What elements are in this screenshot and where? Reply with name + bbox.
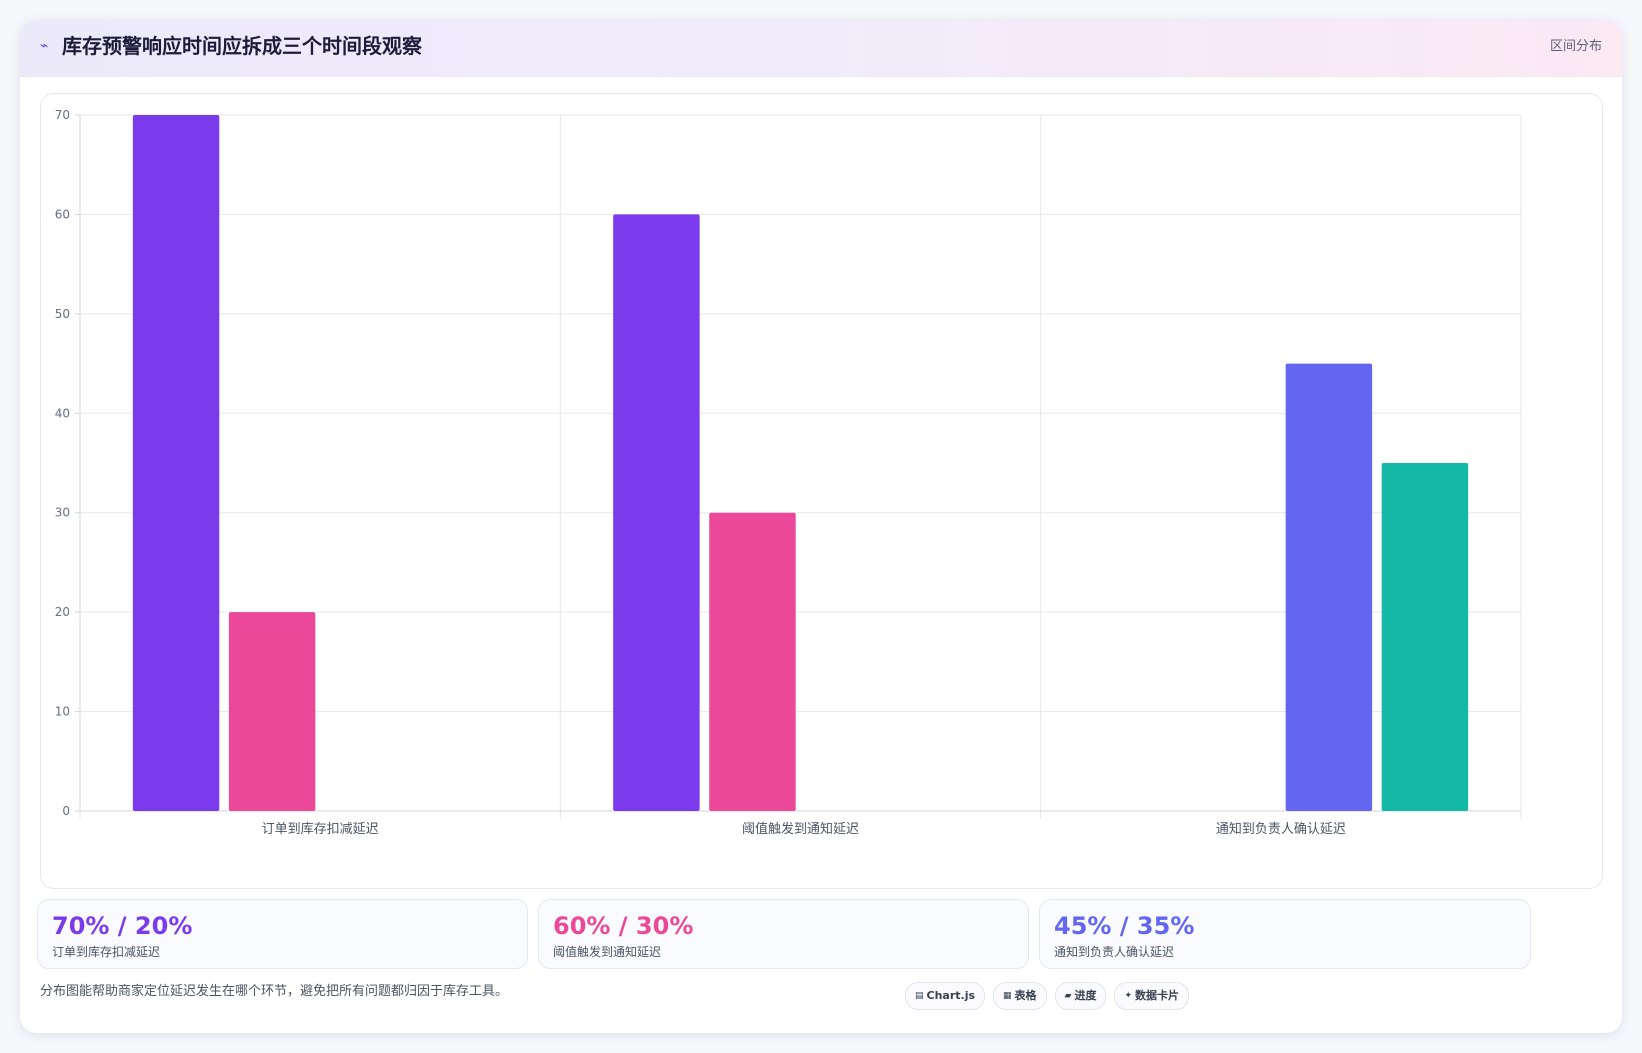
y-tick-label: 50: [55, 307, 70, 321]
footnote: 分布图能帮助商家定位延迟发生在哪个环节，避免把所有问题都归因于库存工具。: [40, 984, 509, 999]
stat-card-2: 45% / 35% 通知到负责人确认延迟: [1039, 899, 1531, 969]
stat-card-1: 60% / 30% 阈值触发到通知延迟: [538, 899, 1029, 969]
stat-card-0: 70% / 20% 订单到库存扣减延迟: [37, 899, 528, 969]
bar[interactable]: [1285, 363, 1373, 811]
chip-label: Chart.js: [926, 989, 976, 1002]
bar[interactable]: [613, 214, 700, 811]
chip-label: 数据卡片: [1135, 989, 1180, 1002]
bar[interactable]: [132, 115, 220, 811]
y-tick-label: 10: [55, 705, 70, 719]
y-tick-label: 20: [55, 605, 70, 619]
bar-chart: 0 10 20 30 40 50 60 70 订单到库存扣减延迟 阈值触发到通知延迟 通知到负责人确…: [55, 108, 1522, 837]
stat-label: 订单到库存扣减延迟: [52, 945, 161, 959]
stat-value: 60% / 30%: [553, 912, 694, 940]
stat-value: 70% / 20%: [52, 912, 193, 940]
header-tag: 区间分布: [1549, 39, 1602, 54]
stat-value: 45% / 35%: [1054, 912, 1195, 940]
y-tick-label: 60: [55, 207, 70, 221]
chip-label: 表格: [1014, 989, 1037, 1002]
sparkle-icon: ✦: [1124, 991, 1133, 1001]
chip-list: ▤ Chart.js ▦ 表格 ▰ 进度 ✦ 数据卡片: [905, 982, 1190, 1010]
y-tick-label: 30: [55, 506, 70, 520]
sparkline-icon: ⌁: [40, 38, 49, 54]
y-tick-label: 40: [55, 406, 70, 420]
chart-icon: ▤: [915, 991, 924, 1001]
chip-data-card[interactable]: ✦ 数据卡片: [1114, 982, 1190, 1010]
x-tick-label: 订单到库存扣减延迟: [262, 821, 379, 837]
y-tick-label: 0: [62, 804, 70, 818]
bar[interactable]: [228, 612, 316, 811]
y-tick-label: 70: [55, 108, 70, 122]
bar[interactable]: [1381, 463, 1469, 811]
x-tick-label: 通知到负责人确认延迟: [1216, 821, 1346, 837]
chip-table[interactable]: ▦ 表格: [993, 982, 1047, 1010]
table-icon: ▦: [1003, 991, 1012, 1001]
chart-panel: 0 10 20 30 40 50 60 70 订单到库存扣减延迟 阈值触发到通知延迟 通知到负责人确…: [40, 93, 1603, 889]
card-header: ⌁ 库存预警响应时间应拆成三个时间段观察 区间分布: [20, 20, 1622, 77]
bar[interactable]: [709, 512, 796, 811]
chip-label: 进度: [1074, 989, 1097, 1002]
stat-label: 通知到负责人确认延迟: [1054, 945, 1175, 959]
chart-card: ⌁ 库存预警响应时间应拆成三个时间段观察 区间分布 0 10 20 30 40 50 60 7…: [20, 20, 1622, 1033]
progress-icon: ▰: [1064, 991, 1072, 1001]
chip-chartjs[interactable]: ▤ Chart.js: [905, 982, 986, 1010]
page-title: 库存预警响应时间应拆成三个时间段观察: [62, 34, 422, 58]
stat-label: 阈值触发到通知延迟: [553, 945, 662, 959]
x-tick-label: 阈值触发到通知延迟: [742, 821, 859, 837]
chip-progress[interactable]: ▰ 进度: [1054, 982, 1107, 1010]
